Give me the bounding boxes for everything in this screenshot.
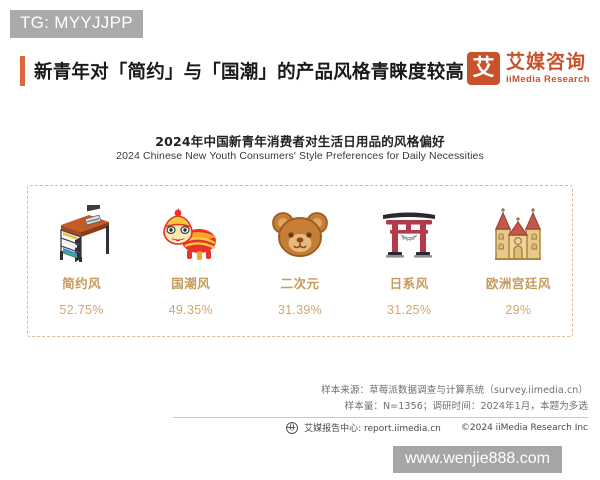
list-item: 欧洲宫廷风 29% xyxy=(465,197,571,317)
castle-icon xyxy=(490,197,546,263)
item-value: 29% xyxy=(505,303,532,317)
item-value: 52.75% xyxy=(59,303,104,317)
chart-title-cn: 2024年中国新青年消费者对生活日用品的风格偏好 xyxy=(155,134,445,149)
page-title: 新青年对「简约」与「国潮」的产品风格青睐度较高 xyxy=(34,62,465,83)
item-label: 日系风 xyxy=(389,276,429,291)
item-label: 二次元 xyxy=(280,276,320,291)
desk-shelf-icon xyxy=(51,197,113,263)
item-label: 欧洲宫廷风 xyxy=(485,276,551,291)
list-item: 二次元 31.39% xyxy=(247,197,353,317)
logo-mark-icon: 艾 xyxy=(466,52,500,85)
footer-bottom: 艾媒报告中心: report.iimedia.cn ©2024 iiMedia … xyxy=(168,421,588,434)
chart-panel-border xyxy=(27,185,573,337)
logo-text: 艾媒咨询 iiMedia Research xyxy=(505,50,590,85)
footnote-sample: 样本量：N=1356；调研时间：2024年1月，本题为多选 xyxy=(344,401,588,412)
report-center-link[interactable]: 艾媒报告中心: report.iimedia.cn xyxy=(304,424,441,434)
tg-tag: TG: MYYJJPP xyxy=(10,10,143,38)
torii-gate-icon xyxy=(380,197,438,263)
list-item: 日系风 31.25% xyxy=(356,197,462,317)
chart-title-en: 2024 Chinese New Youth Consumers' Style … xyxy=(116,150,484,162)
footer-divider xyxy=(173,417,588,418)
item-value: 49.35% xyxy=(168,303,213,317)
item-label: 简约风 xyxy=(62,276,102,291)
item-label: 国潮风 xyxy=(171,276,211,291)
lion-dance-icon xyxy=(161,197,221,263)
footnote-source: 样本来源：草莓派数据调查与计算系统（survey.iimedia.cn） xyxy=(321,385,588,396)
style-items-row: 简约风 52.75% xyxy=(27,185,573,337)
logo-name-en: iiMedia Research xyxy=(505,73,590,85)
item-value: 31.25% xyxy=(387,303,432,317)
bear-face-icon xyxy=(271,197,329,263)
header: 新青年对「简约」与「国潮」的产品风格青睐度较高 xyxy=(0,48,600,94)
brand-logo: 艾 艾媒咨询 iiMedia Research xyxy=(466,50,590,85)
list-item: 国潮风 49.35% xyxy=(138,197,244,317)
accent-bar xyxy=(20,56,25,86)
watermark: www.wenjie888.com xyxy=(393,446,562,473)
list-item: 简约风 52.75% xyxy=(29,197,135,317)
logo-name-cn: 艾媒咨询 xyxy=(505,50,586,73)
item-value: 31.39% xyxy=(277,303,323,317)
footnotes: 样本来源：草莓派数据调查与计算系统（survey.iimedia.cn） 样本量… xyxy=(168,383,588,415)
copyright-text: ©2024 iiMedia Research Inc xyxy=(460,422,588,433)
globe-icon xyxy=(286,421,299,434)
